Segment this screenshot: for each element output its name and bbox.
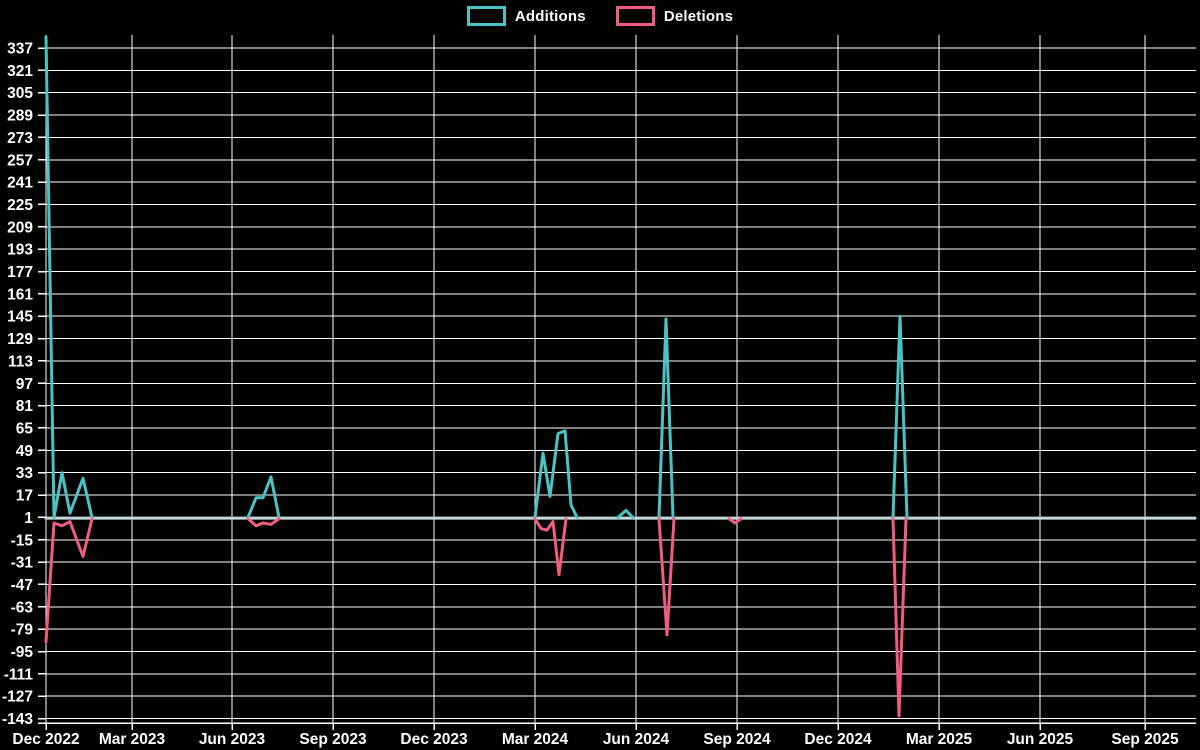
y-tick-label: 193: [7, 242, 33, 259]
y-tick-label: -31: [11, 555, 34, 572]
y-tick-label: 33: [16, 465, 34, 482]
y-tick-label: 97: [16, 376, 33, 393]
y-tick-label: -127: [2, 689, 33, 706]
deletions-line: [246, 517, 281, 528]
y-tick-label: 337: [7, 41, 33, 58]
additions-line: [657, 317, 675, 519]
x-tick-label: Sep 2025: [1111, 731, 1179, 748]
x-tick-label: Mar 2023: [99, 731, 166, 748]
additions-line: [246, 475, 281, 519]
y-tick-label: 145: [7, 309, 33, 326]
additions-line: [891, 314, 909, 519]
y-tick-label: 321: [7, 63, 33, 80]
additions-line: [44, 35, 94, 519]
x-tick-label: Mar 2025: [906, 731, 973, 748]
y-tick-label: -79: [11, 622, 34, 639]
deletions-line: [44, 517, 94, 644]
x-tick-label: Dec 2023: [400, 731, 468, 748]
deletions-swatch-icon: [615, 6, 655, 26]
y-tick-label: 113: [8, 353, 33, 370]
deletions-line: [533, 517, 568, 577]
y-tick-label: 65: [16, 420, 34, 437]
y-tick-label: 209: [7, 219, 33, 236]
additions-line: [616, 508, 635, 519]
legend-item-additions[interactable]: Additions: [466, 6, 586, 26]
y-tick-label: -111: [4, 666, 34, 683]
deletions-line: [727, 517, 743, 525]
y-tick-label: -143: [2, 711, 33, 728]
x-tick-label: Sep 2024: [703, 731, 771, 748]
y-tick-label: 289: [7, 108, 33, 125]
x-tick-label: Dec 2022: [12, 731, 79, 748]
y-tick-label: 1: [24, 510, 33, 527]
x-tick-label: Jun 2024: [603, 731, 670, 748]
legend-label-deletions: Deletions: [663, 7, 734, 25]
y-tick-label: 273: [7, 130, 33, 147]
y-tick-label: 305: [7, 85, 33, 102]
legend-label-additions: Additions: [514, 7, 586, 25]
y-tick-label: -15: [11, 532, 34, 549]
y-tick-label: 257: [7, 152, 33, 169]
x-tick-label: Jun 2023: [199, 731, 266, 748]
y-tick-label: 177: [7, 264, 33, 281]
y-tick-label: 49: [16, 443, 34, 460]
additions-swatch-icon: [466, 6, 506, 26]
additions-line: [533, 429, 579, 519]
x-tick-label: Jun 2025: [1007, 731, 1074, 748]
y-tick-label: 161: [7, 286, 33, 303]
y-tick-label: 225: [7, 197, 33, 214]
legend-item-deletions[interactable]: Deletions: [615, 6, 734, 26]
y-tick-label: 129: [7, 331, 33, 348]
y-tick-label: 81: [16, 398, 34, 415]
chart-legend: Additions Deletions: [0, 6, 1200, 26]
y-tick-label: 241: [7, 175, 33, 192]
deletions-line: [891, 517, 908, 718]
y-tick-label: -47: [11, 577, 33, 594]
x-tick-label: Dec 2024: [804, 731, 872, 748]
deletions-line: [657, 517, 676, 637]
x-tick-label: Sep 2023: [299, 731, 367, 748]
y-tick-label: -63: [11, 599, 34, 616]
y-tick-label: -95: [11, 644, 34, 661]
y-tick-label: 17: [16, 488, 33, 505]
x-tick-label: Mar 2024: [502, 731, 569, 748]
